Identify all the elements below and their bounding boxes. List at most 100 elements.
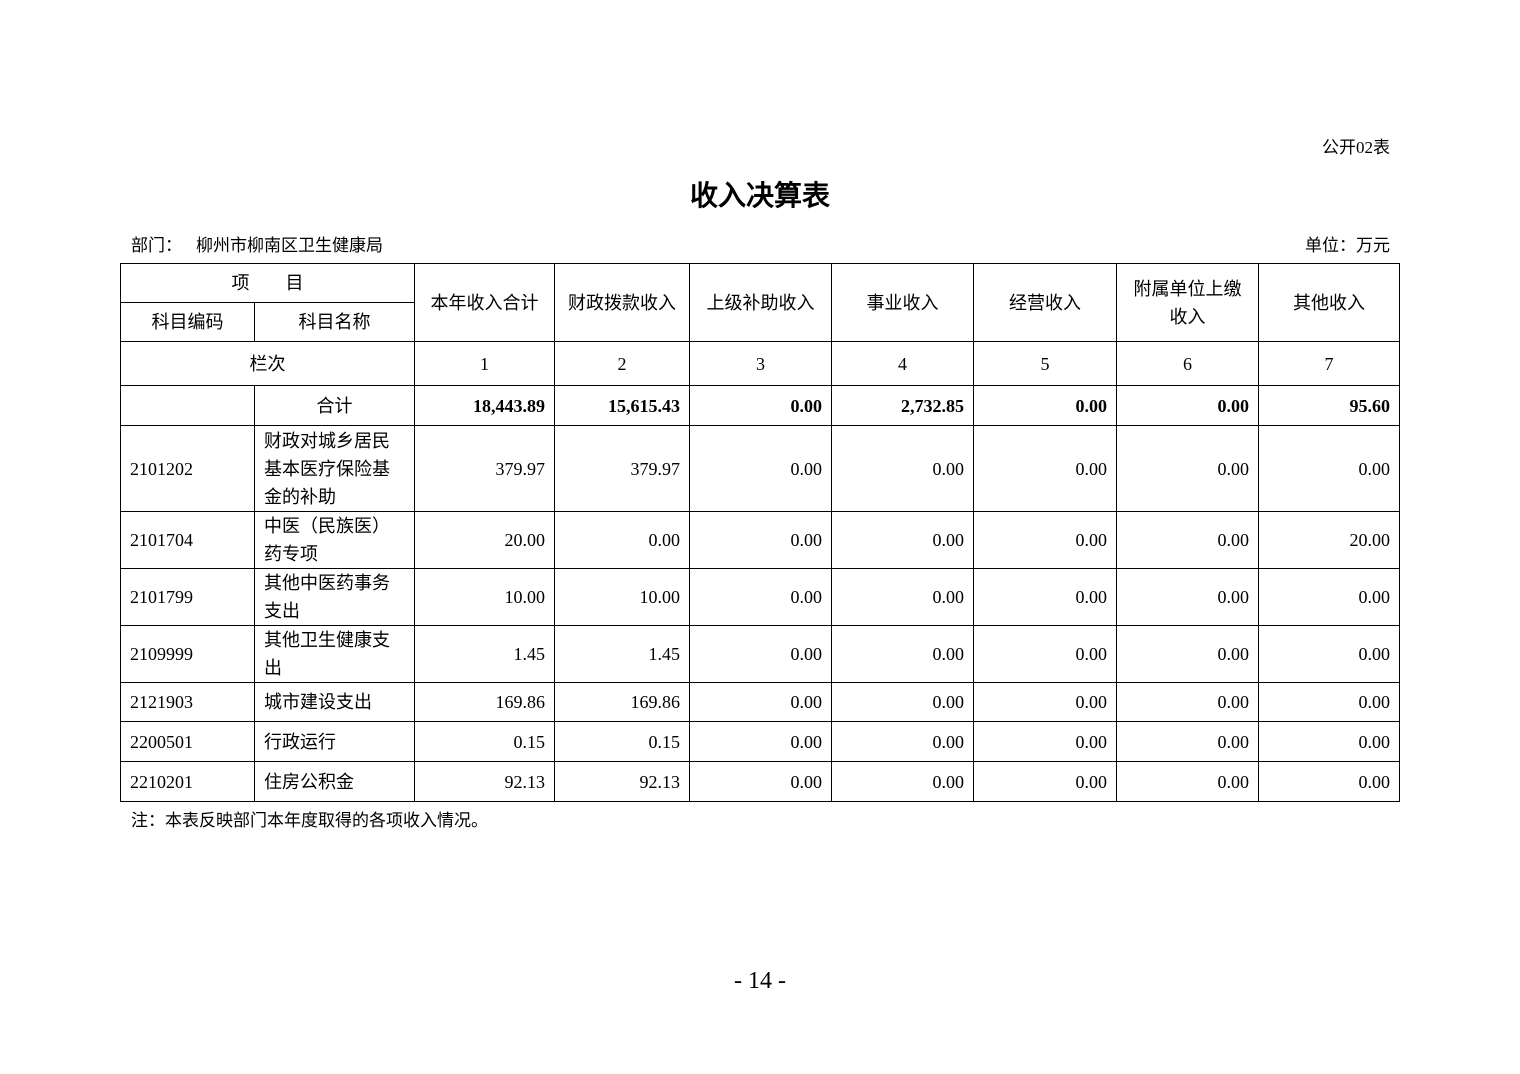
value-cell: 0.00 (689, 425, 832, 512)
value-cell: 169.86 (554, 682, 690, 722)
value-cell: 0.00 (973, 761, 1117, 802)
value-cell: 0.00 (831, 761, 974, 802)
value-cell: 169.86 (414, 682, 555, 722)
value-cell: 10.00 (554, 568, 690, 626)
subject-name: 财政对城乡居民基本医疗保险基金的补助 (254, 425, 415, 512)
total-row: 合计 18,443.89 15,615.43 0.00 2,732.85 0.00 0.00… (120, 385, 1400, 426)
table-row: 2109999 其他卫生健康支出 1.45 1.45 0.00 0.00 0.00 0.00 0… (120, 625, 1400, 683)
value-cell: 0.00 (831, 568, 974, 626)
value-cell: 92.13 (414, 761, 555, 802)
value-cell: 20.00 (414, 511, 555, 569)
seq-cell: 5 (973, 341, 1117, 386)
value-cell: 0.00 (1116, 682, 1259, 722)
unit-label: 单位：万元 (1305, 236, 1390, 255)
total-value: 18,443.89 (414, 385, 555, 426)
page-title: 收入决算表 (689, 181, 830, 212)
subject-name: 其他卫生健康支出 (254, 625, 415, 683)
value-cell: 0.00 (1258, 425, 1400, 512)
value-cell: 0.00 (831, 682, 974, 722)
department-value: 柳州市柳南区卫生健康局 (196, 236, 383, 255)
subject-code: 2210201 (120, 761, 255, 802)
seq-cell: 3 (689, 341, 832, 386)
total-code-cell (120, 385, 255, 426)
value-cell: 379.97 (414, 425, 555, 512)
value-cell: 0.00 (1258, 568, 1400, 626)
value-cell: 0.00 (1258, 682, 1400, 722)
value-cell: 0.00 (973, 625, 1117, 683)
value-cell: 1.45 (554, 625, 690, 683)
seq-cell: 2 (554, 341, 690, 386)
value-cell: 0.00 (1258, 625, 1400, 683)
value-cell: 0.00 (831, 511, 974, 569)
value-cell: 0.00 (1116, 721, 1259, 762)
subject-code: 2200501 (120, 721, 255, 762)
value-cell: 0.00 (1116, 625, 1259, 683)
header-name: 科目名称 (254, 302, 415, 342)
subject-code: 2121903 (120, 682, 255, 722)
value-cell: 10.00 (414, 568, 555, 626)
header-code: 科目编码 (120, 302, 255, 342)
value-cell: 0.00 (1116, 425, 1259, 512)
table-row: 2101704 中医（民族医）药专项 20.00 0.00 0.00 0.00 0.00 0.… (120, 511, 1400, 569)
total-value: 0.00 (973, 385, 1117, 426)
header-col: 经营收入 (973, 263, 1117, 342)
value-cell: 0.00 (831, 625, 974, 683)
table-row: 2101202 财政对城乡居民基本医疗保险基金的补助 379.97 379.97 0.0… (120, 425, 1400, 512)
total-value: 95.60 (1258, 385, 1400, 426)
value-cell: 0.00 (831, 425, 974, 512)
value-cell: 379.97 (554, 425, 690, 512)
page-number: - 14 - (734, 968, 786, 994)
value-cell: 0.00 (689, 511, 832, 569)
form-number: 公开02表 (1322, 138, 1390, 157)
value-cell: 0.00 (973, 511, 1117, 569)
department-label: 部门： (131, 236, 182, 255)
value-cell: 0.00 (1258, 761, 1400, 802)
value-cell: 0.00 (973, 425, 1117, 512)
seq-cell: 4 (831, 341, 974, 386)
value-cell: 20.00 (1258, 511, 1400, 569)
table-row: 2200501 行政运行 0.15 0.15 0.00 0.00 0.00 0.00 0.00 (120, 721, 1400, 762)
subject-name: 中医（民族医）药专项 (254, 511, 415, 569)
seq-row: 栏次 1 2 3 4 5 6 7 (120, 341, 1400, 386)
total-value: 2,732.85 (831, 385, 974, 426)
total-value: 15,615.43 (554, 385, 690, 426)
value-cell: 0.00 (1116, 511, 1259, 569)
value-cell: 0.00 (689, 761, 832, 802)
table-row: 2210201 住房公积金 92.13 92.13 0.00 0.00 0.00 0.00 0.… (120, 761, 1400, 802)
header-col: 上级补助收入 (689, 263, 832, 342)
seq-cell: 6 (1116, 341, 1259, 386)
header-row: 项 目 本年收入合计 财政拨款收入 上级补助收入 事业收入 经营收入 附属单位上… (120, 263, 1400, 342)
header-item: 项 目 (120, 263, 415, 303)
subject-code: 2109999 (120, 625, 255, 683)
value-cell: 0.00 (1258, 721, 1400, 762)
seq-cell: 7 (1258, 341, 1400, 386)
value-cell: 0.00 (1116, 568, 1259, 626)
value-cell: 0.00 (689, 625, 832, 683)
seq-label: 栏次 (120, 341, 415, 386)
value-cell: 0.00 (689, 721, 832, 762)
value-cell: 0.00 (973, 568, 1117, 626)
subject-name: 其他中医药事务支出 (254, 568, 415, 626)
value-cell: 0.00 (973, 721, 1117, 762)
value-cell: 0.00 (554, 511, 690, 569)
header-col: 事业收入 (831, 263, 974, 342)
value-cell: 0.00 (973, 682, 1117, 722)
value-cell: 0.15 (414, 721, 555, 762)
header-col: 其他收入 (1258, 263, 1400, 342)
header-col: 本年收入合计 (414, 263, 555, 342)
value-cell: 0.00 (689, 682, 832, 722)
subject-name: 城市建设支出 (254, 682, 415, 722)
department: 部门： 柳州市柳南区卫生健康局 (131, 231, 383, 256)
seq-cell: 1 (414, 341, 555, 386)
table-row: 2121903 城市建设支出 169.86 169.86 0.00 0.00 0.00 0.0… (120, 682, 1400, 722)
table-row: 2101799 其他中医药事务支出 10.00 10.00 0.00 0.00 0.00 0.… (120, 568, 1400, 626)
value-cell: 92.13 (554, 761, 690, 802)
subject-code: 2101704 (120, 511, 255, 569)
value-cell: 0.15 (554, 721, 690, 762)
header-col: 附属单位上缴收入 (1116, 263, 1259, 342)
header-row: 科目编码 科目名称 (120, 302, 1400, 342)
table-note: 注：本表反映部门本年度取得的各项收入情况。 (131, 811, 488, 830)
value-cell: 0.00 (689, 568, 832, 626)
subject-code: 2101799 (120, 568, 255, 626)
